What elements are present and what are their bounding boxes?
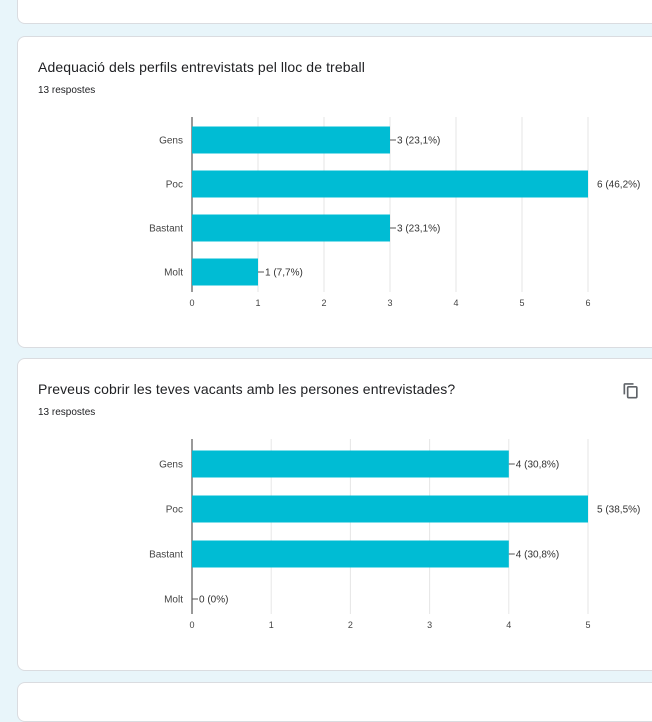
bar	[192, 214, 390, 242]
data-label: 4 (30,8%)	[516, 550, 559, 561]
previous-question-card	[17, 0, 652, 24]
category-label: Bastant	[149, 224, 183, 235]
x-tick-label: 5	[585, 620, 590, 630]
data-label: 3 (23,1%)	[397, 224, 440, 235]
data-label: 4 (30,8%)	[516, 460, 559, 471]
x-tick-label: 3	[387, 298, 392, 308]
bar	[192, 170, 588, 198]
x-tick-label: 0	[189, 620, 194, 630]
x-tick-label: 2	[321, 298, 326, 308]
data-label: 0 (0%)	[199, 595, 228, 606]
x-tick-label: 0	[189, 298, 194, 308]
x-tick-label: 2	[348, 620, 353, 630]
category-label: Molt	[164, 595, 183, 606]
category-label: Molt	[164, 268, 183, 279]
category-label: Poc	[166, 505, 183, 516]
question-card-2: Preveus cobrir les teves vacants amb les…	[17, 358, 652, 671]
data-label: 1 (7,7%)	[265, 268, 303, 279]
category-label: Gens	[159, 460, 183, 471]
copy-icon[interactable]	[621, 381, 641, 401]
question-title: Adequació dels perfils entrevistats pel …	[38, 59, 365, 75]
x-tick-label: 6	[585, 298, 590, 308]
data-label: 6 (46,2%)	[597, 180, 640, 191]
x-tick-label: 1	[255, 298, 260, 308]
x-tick-label: 4	[453, 298, 458, 308]
x-tick-label: 3	[427, 620, 432, 630]
response-count: 13 respostes	[38, 85, 96, 96]
bar	[192, 450, 509, 478]
x-tick-label: 5	[519, 298, 524, 308]
bar	[192, 540, 509, 568]
question-card-1: Adequació dels perfils entrevistats pel …	[17, 36, 652, 348]
category-label: Bastant	[149, 550, 183, 561]
category-label: Gens	[159, 136, 183, 147]
category-label: Poc	[166, 180, 183, 191]
bar-chart: 0 1 2 3 4 5 Gens 4 (30,8%) Poc 5 (38,5%) Bastant 4 …	[149, 439, 640, 630]
response-count: 13 respostes	[38, 407, 96, 418]
x-tick-label: 4	[506, 620, 511, 630]
question-title: Preveus cobrir les teves vacants amb les…	[38, 381, 456, 397]
bar	[192, 126, 390, 154]
bar	[192, 258, 258, 286]
data-label: 5 (38,5%)	[597, 505, 640, 516]
x-tick-label: 1	[269, 620, 274, 630]
next-question-card	[17, 682, 652, 722]
bar	[192, 495, 588, 523]
data-label: 3 (23,1%)	[397, 136, 440, 147]
bar-chart: 0 1 2 3 4 5 6 Gens 3 (23,1%) Poc 6 (46,2%) Bastant 3…	[149, 117, 640, 308]
